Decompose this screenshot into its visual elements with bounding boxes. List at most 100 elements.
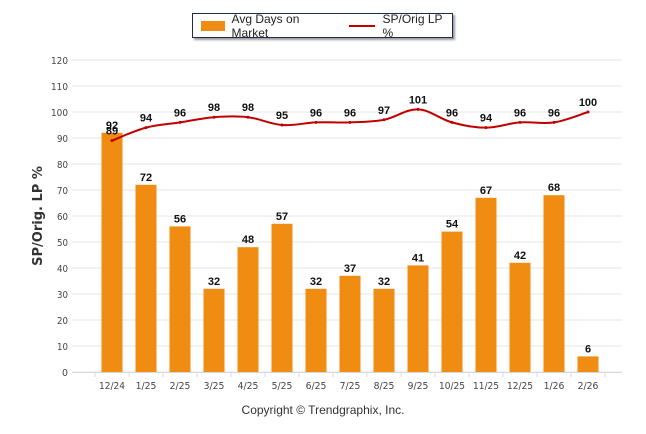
bar xyxy=(305,288,327,372)
bar xyxy=(373,288,395,372)
x-tick-label: 2/25 xyxy=(170,381,191,392)
line-point xyxy=(450,120,454,124)
legend-bar-label: Avg Days on Market xyxy=(231,11,300,40)
bar-data-label: 32 xyxy=(310,276,322,288)
line-point xyxy=(246,115,250,119)
y-tick-label: 20 xyxy=(57,316,68,327)
bar-data-label: 6 xyxy=(585,343,591,355)
bar xyxy=(509,262,531,372)
bar-data-label: 32 xyxy=(208,276,220,288)
y-tick-label: 110 xyxy=(51,82,68,93)
x-tick-label: 12/24 xyxy=(99,381,125,392)
line-point xyxy=(178,120,182,124)
bar-data-label: 32 xyxy=(378,276,390,288)
bar xyxy=(271,223,293,372)
x-tick-label: 11/25 xyxy=(473,381,499,392)
line-data-label: 101 xyxy=(409,94,427,106)
x-tick-label: 8/25 xyxy=(374,381,395,392)
y-axis-label: SP/Orig. LP % xyxy=(31,166,46,266)
bar xyxy=(135,184,157,372)
line-point xyxy=(552,120,556,124)
bar xyxy=(441,231,463,372)
x-tick-label: 1/25 xyxy=(136,381,157,392)
line-point xyxy=(348,120,352,124)
bar-data-label: 56 xyxy=(174,213,186,225)
line-data-label: 89 xyxy=(106,126,118,138)
gridlines xyxy=(72,59,622,373)
line-data-label: 96 xyxy=(446,107,458,119)
bar-data-label: 42 xyxy=(514,250,526,262)
bar-data-label: 67 xyxy=(480,185,492,197)
line-data-label: 98 xyxy=(242,102,254,114)
bar-data-label: 92 xyxy=(106,120,118,132)
line-point xyxy=(518,120,522,124)
legend-bar-swatch xyxy=(201,20,225,31)
bar-data-label: 72 xyxy=(140,172,152,184)
x-tick-label: 6/25 xyxy=(306,381,327,392)
bar xyxy=(543,195,565,372)
bar xyxy=(339,275,361,372)
y-tick-label: 70 xyxy=(57,186,68,197)
bar-data-label: 54 xyxy=(446,219,459,231)
bar xyxy=(169,226,191,372)
line-data-label: 96 xyxy=(514,107,526,119)
bar-data-label: 48 xyxy=(242,234,254,246)
line-data-label: 96 xyxy=(310,107,322,119)
line-point xyxy=(314,120,318,124)
line-data-label: 98 xyxy=(208,102,220,114)
line-data-label: 96 xyxy=(548,107,560,119)
line-point xyxy=(416,107,420,111)
legend-line-label: SP/Orig LP % xyxy=(382,11,443,40)
bar xyxy=(203,288,225,372)
line-data-label: 94 xyxy=(140,113,153,125)
bar xyxy=(407,265,429,372)
bar-data-label: 57 xyxy=(276,211,288,223)
line-point xyxy=(484,126,488,130)
bars xyxy=(101,132,599,372)
legend: Avg Days on Market SP/Orig LP % xyxy=(192,11,453,40)
line-data-label: 94 xyxy=(480,113,493,125)
line-data-label: 96 xyxy=(174,107,186,119)
line-data-label: 96 xyxy=(344,107,356,119)
line-point xyxy=(382,118,386,122)
x-tick-label: 2/26 xyxy=(578,381,599,392)
line-point xyxy=(280,123,284,127)
bar-data-label: 68 xyxy=(548,182,560,194)
x-tick-label: 12/25 xyxy=(507,381,533,392)
x-tick-label: 10/25 xyxy=(439,381,465,392)
x-tick-label: 5/25 xyxy=(272,381,293,392)
y-tick-label: 0 xyxy=(62,368,68,379)
x-tick-label: 7/25 xyxy=(340,381,361,392)
bar xyxy=(237,247,259,372)
bar xyxy=(475,197,497,372)
line-data-labels: 89 94 96 98 98 95 96 96 97 101 96 94 96 96 100 xyxy=(106,94,597,137)
x-axis: 12/24 1/25 2/25 3/25 4/25 5/25 6/25 7/25 8/25 9/2… xyxy=(72,372,622,392)
bar-data-label: 37 xyxy=(344,263,356,275)
line-data-label: 97 xyxy=(378,105,390,117)
bar-data-label: 41 xyxy=(412,252,424,264)
line-point xyxy=(212,115,216,119)
line-point xyxy=(144,126,148,130)
x-tick-label: 1/26 xyxy=(544,381,565,392)
y-tick-label: 10 xyxy=(57,342,68,353)
x-tick-label: 4/25 xyxy=(238,381,259,392)
line-point xyxy=(586,110,590,114)
x-tick-label: 9/25 xyxy=(408,381,429,392)
y-tick-label: 50 xyxy=(57,238,68,249)
x-tick-label: 3/25 xyxy=(204,381,225,392)
bar xyxy=(577,356,599,372)
y-tick-label: 120 xyxy=(51,56,68,67)
y-tick-label: 100 xyxy=(51,108,68,119)
copyright-text: Copyright © Trendgraphix, Inc. xyxy=(241,403,405,417)
line-series xyxy=(110,107,590,143)
line-data-label: 100 xyxy=(579,97,597,109)
y-tick-label: 80 xyxy=(57,160,68,171)
line-point xyxy=(110,139,114,143)
y-tick-label: 30 xyxy=(57,290,68,301)
bar-data-labels: 92 72 56 32 48 57 32 37 32 41 54 67 42 68 6 xyxy=(106,120,591,356)
y-tick-label: 90 xyxy=(57,134,68,145)
legend-line-swatch xyxy=(349,24,376,27)
y-axis-ticks: 0 10 20 30 40 50 60 70 80 90 100 110 120 xyxy=(51,56,68,379)
y-tick-label: 40 xyxy=(57,264,68,275)
